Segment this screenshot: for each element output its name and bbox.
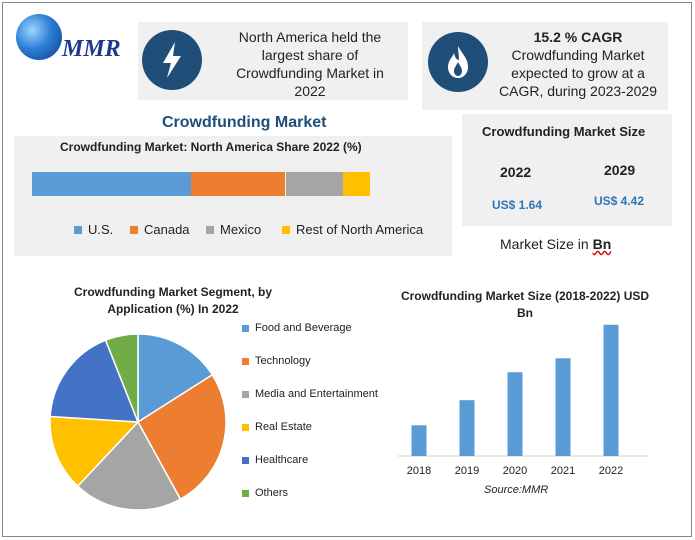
year-2022-label: 2022	[500, 164, 532, 180]
pie-chart	[49, 333, 227, 511]
legend-swatch	[242, 489, 249, 497]
pie-slice-real-estate	[49, 415, 140, 488]
legend-label: Rest of North America	[296, 222, 424, 237]
legend-label: Food and Beverage	[255, 322, 352, 334]
flame-icon	[428, 32, 488, 92]
legend-label: Real Estate	[255, 421, 312, 433]
column-bar-2019	[459, 400, 475, 456]
market-size-title: Crowdfunding Market Size	[482, 124, 646, 139]
cagr-title: 15.2 % CAGR	[533, 29, 623, 45]
x-tick-label: 2022	[599, 465, 623, 477]
legend-item-mexico: Mexico	[206, 222, 261, 237]
pie-legend-item-others: Others	[242, 487, 288, 499]
legend-label: Mexico	[220, 222, 262, 237]
column-bar-2021	[555, 358, 571, 456]
share-chart-panel: Crowdfunding Market: North America Share…	[14, 136, 452, 256]
stack-segment-mexico	[285, 172, 343, 196]
legend-swatch	[242, 324, 249, 332]
stack-segment-u-s	[32, 172, 191, 196]
pie-slice-food-and-beverage	[137, 333, 214, 424]
main-title: Crowdfunding Market	[162, 114, 327, 131]
stack-segment-canada	[190, 172, 286, 196]
market-size-footer: Market Size in Bn	[500, 236, 611, 252]
cagr-card: 15.2 % CAGR Crowdfunding Market expected…	[422, 22, 668, 110]
x-tick-label: 2018	[407, 465, 431, 477]
pie-slice-technology	[137, 373, 227, 501]
legend-label: Media and Entertainment	[255, 388, 378, 400]
legend-swatch	[242, 390, 249, 398]
legend-label: Others	[255, 487, 289, 499]
share-card: North America held the largest share of …	[138, 22, 408, 100]
pie-slice-healthcare	[49, 339, 140, 423]
globe-icon	[16, 14, 62, 60]
legend-swatch	[242, 357, 249, 365]
stacked-bar-legend: U.S. Canada Mexico Rest of North America	[74, 222, 454, 242]
stacked-bar	[32, 172, 370, 196]
x-tick-label: 2019	[455, 465, 479, 477]
share-chart-title: Crowdfunding Market: North America Share…	[60, 140, 362, 154]
legend-swatch	[282, 225, 290, 234]
column-bar-2022	[603, 324, 619, 456]
pie-legend: Food and Beverage Technology Media and Ent…	[242, 322, 392, 502]
pie-slice-others	[104, 333, 139, 423]
market-size-footer-prefix: Market Size in	[500, 236, 593, 252]
legend-label: Technology	[255, 355, 311, 367]
value-2022: US$ 1.64	[492, 198, 543, 212]
market-size-card: Crowdfunding Market Size 2022 2029 US$ 1…	[462, 114, 672, 226]
legend-swatch	[130, 225, 138, 234]
column-bar-2018	[411, 425, 427, 456]
legend-item-u-s: U.S.	[74, 222, 113, 237]
stack-segment-rest-of-north-america	[342, 172, 370, 196]
x-tick-label: 2020	[503, 465, 527, 477]
legend-item-canada: Canada	[130, 222, 190, 237]
pie-legend-item-food-and-beverage: Food and Beverage	[242, 322, 352, 334]
pie-legend-item-healthcare: Healthcare	[242, 454, 308, 466]
pie-slice-media-and-entertainment	[76, 420, 182, 511]
market-size-footer-unit: Bn	[592, 236, 612, 252]
legend-swatch	[206, 225, 214, 234]
column-chart: 2018 2019 2020 2021 2022	[398, 324, 648, 477]
legend-item-rest-of-north-america: Rest of North America	[282, 222, 423, 237]
column-bar-2020	[507, 372, 523, 456]
pie-legend-item-technology: Technology	[242, 355, 311, 367]
brand-name: MMR	[62, 36, 121, 62]
pie-legend-item-media-and-entertainment: Media and Entertainment	[242, 388, 378, 400]
cagr-description: Crowdfunding Market expected to grow at …	[499, 47, 657, 99]
legend-swatch	[242, 423, 249, 431]
legend-label: Healthcare	[255, 454, 309, 466]
legend-swatch	[242, 456, 249, 464]
pie-legend-item-real-estate: Real Estate	[242, 421, 312, 433]
legend-label: U.S.	[88, 222, 114, 237]
column-chart-title: Crowdfunding Market Size (2018-2022) USD…	[400, 289, 650, 320]
legend-swatch	[74, 225, 82, 234]
brand-logo: MMR	[10, 10, 140, 70]
legend-label: Canada	[144, 222, 190, 237]
cagr-card-text: 15.2 % CAGR Crowdfunding Market expected…	[498, 28, 658, 100]
value-2029: US$ 4.42	[594, 194, 645, 208]
share-card-text: North America held the largest share of …	[236, 29, 384, 99]
x-tick-label: 2021	[551, 465, 575, 477]
lightning-icon	[142, 30, 202, 90]
pie-chart-title: Crowdfunding Market Segment, by Applicat…	[73, 285, 272, 316]
year-2029-label: 2029	[604, 162, 636, 178]
chart-source: Source:MMR	[484, 484, 549, 496]
